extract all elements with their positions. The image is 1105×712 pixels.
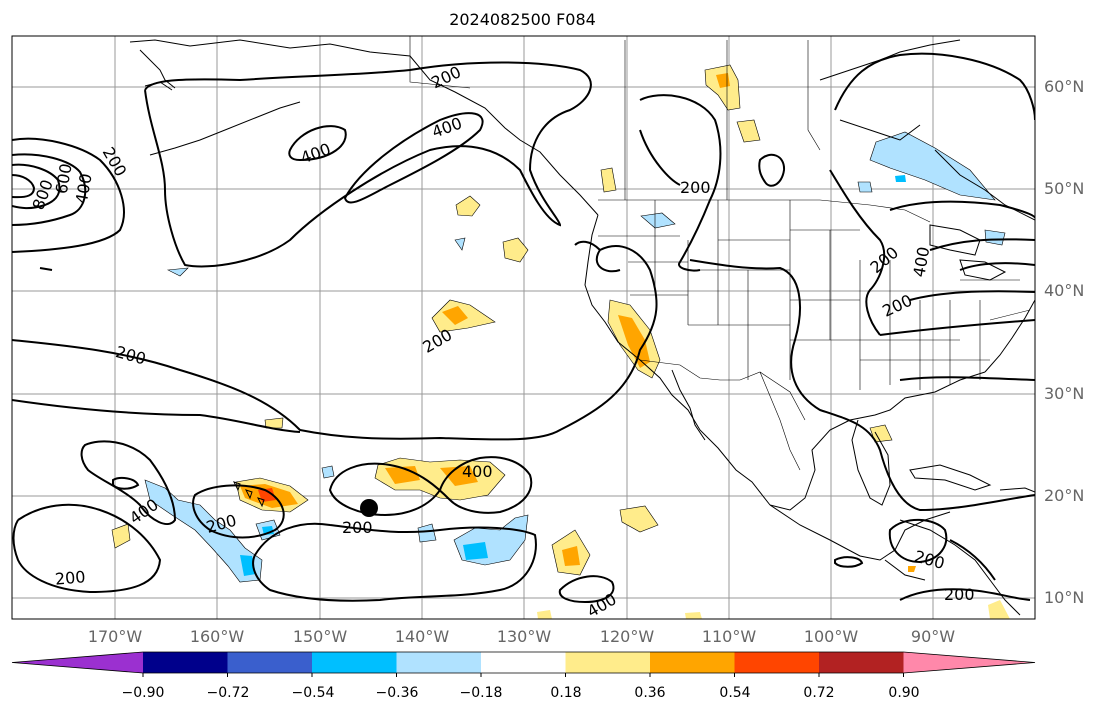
negative-anomaly-patch	[321, 465, 335, 479]
positive-anomaly-patch	[440, 466, 478, 486]
negative-anomaly-patch	[454, 237, 466, 251]
positive-anomaly-patch	[908, 566, 916, 572]
colorbar-tick-label: 0.90	[888, 685, 920, 701]
positive-anomaly-patch	[600, 167, 617, 193]
colorbar-segment	[565, 652, 651, 673]
contour-label: 400	[462, 462, 493, 481]
lat-label: 30°N	[1044, 384, 1085, 403]
positive-anomaly-patch	[562, 546, 580, 566]
positive-anomaly-patch	[258, 488, 276, 502]
contour-label: 200	[680, 178, 711, 197]
colorbar-tick-label: −0.36	[375, 685, 419, 701]
colorbar-tick-label: −0.90	[121, 685, 165, 701]
positive-anomaly-patch	[442, 306, 468, 325]
storm-center-marker	[360, 499, 378, 517]
lon-label: 120°W	[599, 627, 655, 646]
lon-label: 170°W	[87, 627, 143, 646]
positive-anomaly-patch	[502, 237, 529, 263]
negative-anomaly-patch	[857, 181, 873, 193]
positive-anomaly-patch	[685, 612, 702, 619]
colorbar-segment	[143, 652, 228, 673]
positive-anomaly-patch	[988, 600, 1010, 619]
negative-anomaly-patch	[166, 267, 189, 277]
colorbar-segment	[396, 652, 482, 673]
colorbar-segment	[227, 652, 313, 673]
colorbar-tick-label: −0.54	[291, 685, 335, 701]
country-borders	[409, 36, 1031, 471]
negative-anomaly-patch	[895, 175, 906, 182]
positive-anomaly-patch	[736, 119, 761, 143]
positive-anomaly-patch	[537, 610, 552, 619]
lon-label: 160°W	[189, 627, 245, 646]
colorbar-extend-high	[903, 652, 1035, 673]
lon-label: 100°W	[803, 627, 859, 646]
colorbar-tick-label: 0.36	[634, 685, 666, 701]
colorbar-segment	[650, 652, 735, 673]
positive-anomaly-patch	[111, 523, 131, 549]
colorbar-segment	[734, 652, 820, 673]
colorbar	[11, 651, 1036, 677]
colorbar-segment	[819, 652, 904, 673]
lat-label: 60°N	[1044, 77, 1085, 96]
lat-label: 50°N	[1044, 179, 1085, 198]
lon-label: 150°W	[292, 627, 348, 646]
colorbar-tick-label: −0.18	[459, 685, 503, 701]
positive-anomaly-patch	[455, 195, 481, 217]
lat-label: 40°N	[1044, 281, 1085, 300]
colorbar-segment	[312, 652, 397, 673]
height-contours	[12, 52, 1035, 604]
colorbar-tick-label: 0.72	[803, 685, 835, 701]
positive-anomaly-patch	[618, 315, 650, 368]
positive-anomaly-patch	[619, 505, 659, 533]
positive-anomaly-patch	[264, 417, 284, 429]
lon-label: 130°W	[496, 627, 552, 646]
lat-label: 20°N	[1044, 486, 1085, 505]
colorbar-extend-low	[12, 652, 143, 673]
negative-anomaly-patch	[463, 542, 488, 560]
map-frame	[11, 35, 1036, 620]
lat-label: 10°N	[1044, 588, 1085, 607]
colorbar-tick-label: 0.54	[719, 685, 751, 701]
lon-label: 140°W	[394, 627, 450, 646]
lon-label: 110°W	[701, 627, 757, 646]
negative-anomaly-patch	[984, 229, 1006, 246]
colorbar-tick-label: −0.72	[206, 685, 250, 701]
positive-anomaly-patch	[716, 73, 730, 88]
contour-label: 200	[54, 567, 86, 589]
contour-label: 200	[944, 585, 975, 604]
negative-anomaly-patch	[417, 523, 437, 543]
negative-anomaly-patch	[869, 131, 996, 201]
colorbar-segment	[481, 652, 566, 673]
contour-label: 200	[342, 518, 373, 537]
map-title: 2024082500 F084	[449, 10, 596, 29]
colorbar-tick-label: 0.18	[550, 685, 582, 701]
lon-label: 90°W	[910, 627, 956, 646]
negative-anomaly-patch	[240, 555, 256, 576]
